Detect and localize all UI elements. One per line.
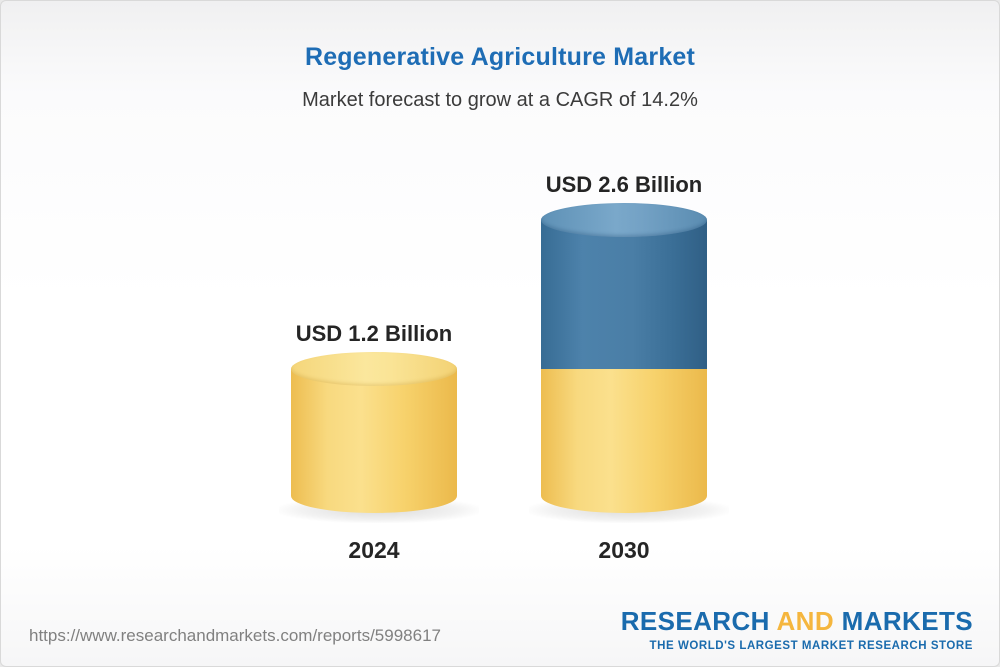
logo-word-markets: MARKETS [841,606,973,636]
bar-2030-growth-segment [541,220,707,369]
research-and-markets-logo: RESEARCH AND MARKETS THE WORLD'S LARGEST… [621,606,973,652]
bar-2024-cylinder-body [291,368,457,513]
chart-subtitle: Market forecast to grow at a CAGR of 14.… [302,89,698,111]
bar-2030-value-label: USD 2.6 Billion [545,172,703,198]
logo-tagline: THE WORLD'S LARGEST MARKET RESEARCH STOR… [649,640,973,652]
bar-2024-value-label: USD 1.2 Billion [295,320,453,346]
bar-2030-base-segment [541,368,707,513]
logo-wordmark: RESEARCH AND MARKETS [621,606,973,637]
bar-2030-category-label: 2030 [598,537,650,563]
bar-2024-category-label: 2024 [348,537,400,563]
bar-2024-cylinder-cap [291,351,457,386]
logo-word-research: RESEARCH [620,606,770,636]
chart-title: Regenerative Agriculture Market [304,43,696,71]
logo-word-and: AND [776,606,835,636]
bar-2030-cylinder-cap [541,203,707,238]
report-url-text: https://www.researchandmarkets.com/repor… [29,626,441,645]
